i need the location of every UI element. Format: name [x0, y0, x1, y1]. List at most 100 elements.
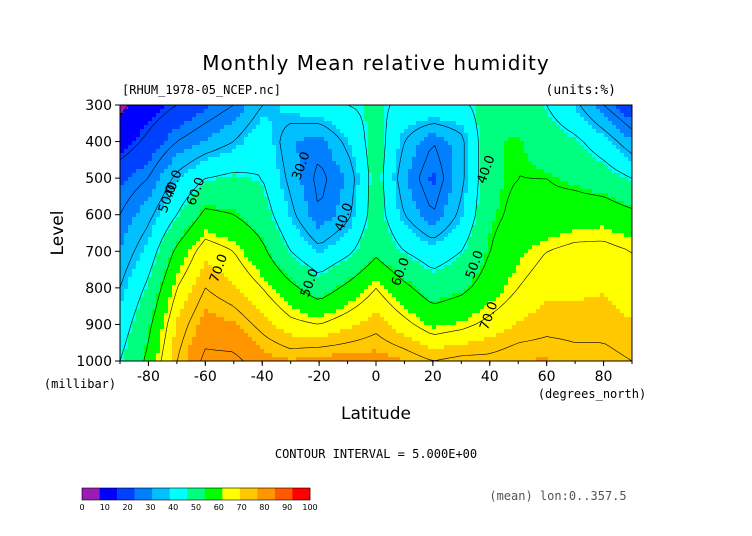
field-cell — [628, 121, 632, 126]
field-cell — [604, 153, 609, 158]
field-cell — [544, 141, 549, 146]
field-cell — [520, 169, 525, 174]
field-cell — [568, 161, 573, 166]
field-cell — [328, 117, 333, 122]
field-cell — [428, 129, 433, 134]
field-cell — [124, 161, 129, 166]
field-cell — [600, 257, 605, 262]
field-cell — [600, 221, 605, 226]
field-cell — [512, 185, 517, 190]
field-cell — [484, 165, 489, 170]
field-cell — [380, 169, 385, 174]
field-cell — [396, 201, 401, 206]
field-cell — [536, 133, 541, 138]
field-cell — [620, 245, 625, 250]
field-cell — [268, 229, 273, 234]
field-cell — [316, 113, 321, 118]
field-cell — [316, 209, 321, 214]
field-cell — [124, 245, 129, 250]
field-cell — [404, 149, 409, 154]
field-cell — [524, 253, 529, 258]
field-cell — [488, 225, 493, 230]
field-cell — [376, 245, 381, 250]
field-cell — [292, 145, 297, 150]
field-cell — [592, 177, 597, 182]
field-cell — [256, 129, 261, 134]
field-cell — [404, 241, 409, 246]
field-cell — [368, 237, 373, 242]
field-cell — [248, 253, 253, 258]
field-cell — [164, 157, 169, 162]
field-cell — [368, 197, 373, 202]
field-cell — [128, 209, 133, 214]
field-cell — [560, 205, 565, 210]
field-cell — [428, 245, 433, 250]
field-cell — [468, 229, 473, 234]
field-cell — [380, 253, 385, 258]
field-cell — [520, 205, 525, 210]
field-cell — [368, 185, 373, 190]
field-cell — [532, 205, 537, 210]
field-cell — [320, 213, 325, 218]
field-cell — [408, 217, 413, 222]
field-cell — [628, 169, 632, 174]
field-cell — [600, 141, 605, 146]
field-cell — [144, 129, 149, 134]
field-cell — [360, 185, 365, 190]
field-cell — [540, 245, 545, 250]
field-cell — [560, 253, 565, 258]
field-cell — [612, 105, 617, 110]
field-cell — [244, 157, 249, 162]
field-cell — [552, 153, 557, 158]
field-cell — [384, 177, 389, 182]
field-cell — [536, 105, 541, 110]
field-cell — [388, 205, 393, 210]
field-cell — [316, 165, 321, 170]
field-cell — [348, 257, 353, 262]
field-cell — [412, 157, 417, 162]
field-cell — [140, 105, 145, 110]
field-cell — [160, 253, 165, 258]
field-cell — [348, 185, 353, 190]
field-cell — [416, 177, 421, 182]
field-cell — [504, 245, 509, 250]
field-cell — [588, 121, 593, 126]
field-cell — [236, 165, 241, 170]
field-cell — [432, 237, 437, 242]
field-cell — [584, 181, 589, 186]
field-cell — [556, 205, 561, 210]
field-cell — [196, 245, 201, 250]
field-cell — [220, 181, 225, 186]
field-cell — [416, 109, 421, 114]
field-cell — [336, 141, 341, 146]
field-cell — [580, 209, 585, 214]
field-cell — [500, 197, 505, 202]
field-cell — [596, 109, 601, 114]
field-cell — [608, 157, 613, 162]
field-cell — [596, 189, 601, 194]
field-cell — [384, 245, 389, 250]
field-cell — [124, 177, 129, 182]
field-cell — [484, 193, 489, 198]
field-cell — [452, 125, 457, 130]
field-cell — [364, 145, 369, 150]
field-cell — [572, 105, 577, 110]
field-cell — [304, 225, 309, 230]
field-cell — [204, 257, 209, 262]
field-cell — [176, 125, 181, 130]
field-cell — [392, 161, 397, 166]
field-cell — [528, 109, 533, 114]
field-cell — [292, 189, 297, 194]
field-cell — [448, 109, 453, 114]
field-cell — [436, 237, 441, 242]
field-cell — [552, 233, 557, 238]
field-cell — [600, 245, 605, 250]
field-cell — [264, 149, 269, 154]
field-cell — [528, 205, 533, 210]
field-cell — [272, 253, 277, 258]
field-cell — [152, 145, 157, 150]
field-cell — [464, 225, 469, 230]
field-cell — [488, 177, 493, 182]
field-cell — [288, 237, 293, 242]
field-cell — [156, 217, 161, 222]
